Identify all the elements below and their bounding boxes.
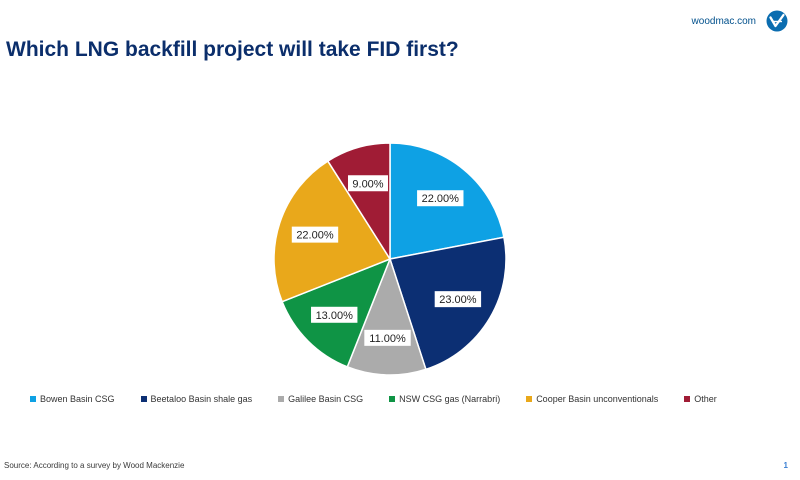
brand-site-text: woodmac.com bbox=[691, 15, 756, 27]
pie-data-label-4: 22.00% bbox=[291, 226, 339, 243]
legend-item-5: Other bbox=[684, 394, 717, 404]
legend-label-3: NSW CSG gas (Narrabri) bbox=[399, 394, 501, 404]
pie-chart: 22.00% 23.00% 11.00% 13.00% 22.00% 9.00% bbox=[273, 142, 507, 376]
pie-data-label-1: 23.00% bbox=[434, 291, 482, 308]
page-title: Which LNG backfill project will take FID… bbox=[6, 38, 459, 61]
pie-label-text-0: 22.00% bbox=[422, 193, 460, 205]
pie-slice-2 bbox=[346, 256, 427, 376]
page-number: 1 bbox=[783, 461, 788, 470]
pie-data-label-0: 22.00% bbox=[417, 190, 464, 207]
legend-label-0: Bowen Basin CSG bbox=[40, 394, 115, 404]
legend-swatch-2 bbox=[278, 396, 285, 402]
pie-data-label-3: 13.00% bbox=[311, 306, 358, 323]
woodmac-logo-icon bbox=[766, 10, 788, 32]
legend-label-5: Other bbox=[694, 394, 717, 404]
legend-label-4: Cooper Basin unconventionals bbox=[536, 394, 659, 404]
legend-item-3: NSW CSG gas (Narrabri) bbox=[389, 394, 500, 404]
pie-data-label-5: 9.00% bbox=[347, 175, 388, 192]
pie-data-label-2: 11.00% bbox=[364, 329, 411, 346]
legend-swatch-4 bbox=[526, 396, 533, 402]
pie-label-box-5 bbox=[347, 175, 388, 192]
chart-legend: Bowen Basin CSG Beetaloo Basin shale gas G… bbox=[30, 394, 790, 404]
pie-label-box-4 bbox=[291, 226, 339, 243]
legend-item-0: Bowen Basin CSG bbox=[30, 394, 115, 404]
legend-item-4: Cooper Basin unconventionals bbox=[526, 394, 658, 404]
source-note: Source: According to a survey by Wood Ma… bbox=[4, 461, 185, 470]
legend-label-1: Beetaloo Basin shale gas bbox=[150, 394, 253, 404]
pie-slice-5 bbox=[326, 142, 391, 262]
pie-label-text-4: 22.00% bbox=[296, 230, 334, 242]
legend-item-2: Galilee Basin CSG bbox=[278, 394, 363, 404]
pie-label-box-1 bbox=[434, 291, 482, 308]
legend-item-1: Beetaloo Basin shale gas bbox=[140, 394, 253, 404]
legend-swatch-5 bbox=[684, 396, 691, 402]
pie-label-text-3: 13.00% bbox=[316, 310, 354, 322]
legend-swatch-0 bbox=[30, 396, 36, 402]
legend-label-2: Galilee Basin CSG bbox=[288, 394, 364, 404]
legend-swatch-3 bbox=[389, 396, 396, 402]
pie-label-box-3 bbox=[311, 306, 358, 323]
brand-header: woodmac.com bbox=[691, 10, 788, 32]
pie-label-text-5: 9.00% bbox=[352, 178, 383, 190]
pie-label-text-2: 11.00% bbox=[369, 333, 406, 345]
legend-swatch-1 bbox=[140, 396, 147, 402]
pie-label-box-0 bbox=[417, 190, 464, 207]
pie-label-box-2 bbox=[364, 329, 411, 346]
pie-label-text-1: 23.00% bbox=[439, 294, 477, 306]
